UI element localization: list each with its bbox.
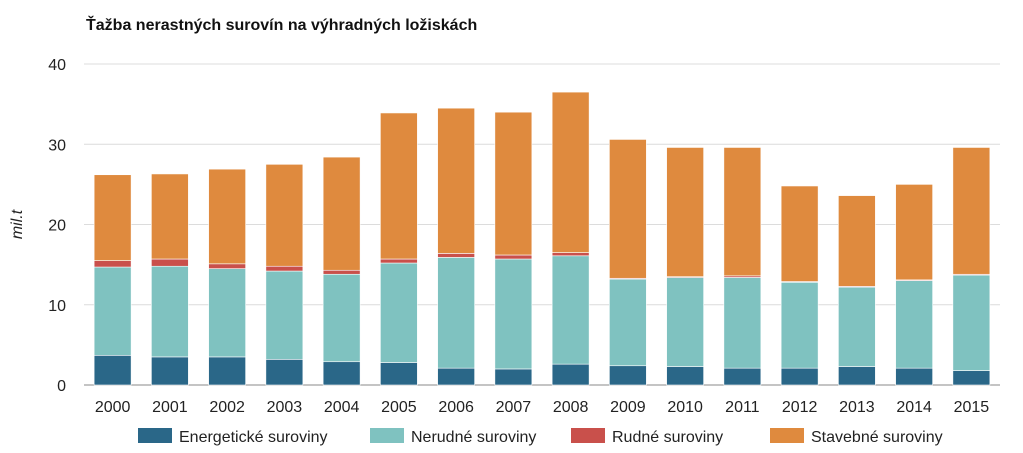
bar-segment bbox=[265, 164, 304, 267]
x-tick-label: 2007 bbox=[496, 399, 532, 416]
bars bbox=[93, 91, 991, 386]
bar-segment bbox=[380, 262, 418, 363]
y-tick-label: 0 bbox=[57, 378, 66, 395]
bar-segment bbox=[208, 263, 246, 269]
x-tick-label: 2003 bbox=[267, 399, 303, 416]
bar-segment bbox=[380, 112, 418, 260]
bar-segment bbox=[151, 265, 189, 358]
bar-segment bbox=[723, 277, 762, 369]
bar-segment bbox=[838, 286, 876, 367]
bar-segment bbox=[437, 107, 475, 254]
bar-segment bbox=[93, 174, 132, 261]
x-tick-label: 2008 bbox=[553, 399, 589, 416]
bar-segment bbox=[551, 363, 590, 386]
bar-segment bbox=[208, 356, 246, 386]
bar-segment bbox=[723, 367, 762, 386]
bar-segment bbox=[952, 370, 991, 386]
bar-segment bbox=[437, 257, 475, 369]
bar-segment bbox=[609, 365, 647, 386]
bar-segment bbox=[265, 265, 304, 272]
x-tick-label: 2000 bbox=[95, 399, 131, 416]
bar-segment bbox=[838, 195, 876, 287]
x-tick-label: 2015 bbox=[954, 399, 990, 416]
x-tick-label: 2014 bbox=[896, 399, 932, 416]
bar-segment bbox=[666, 366, 704, 386]
legend-swatch bbox=[370, 428, 404, 443]
bar-segment bbox=[551, 255, 590, 365]
x-tick-label: 2006 bbox=[438, 399, 474, 416]
legend-swatch bbox=[770, 428, 804, 443]
bar-segment bbox=[208, 268, 246, 358]
bar-segment bbox=[494, 111, 533, 256]
bar-segment bbox=[723, 147, 762, 277]
bar-segment bbox=[93, 260, 132, 268]
legend-swatch bbox=[138, 428, 172, 443]
bar-segment bbox=[780, 281, 819, 369]
bar-segment bbox=[952, 274, 991, 371]
bar-segment bbox=[151, 258, 189, 267]
bar-segment bbox=[437, 367, 475, 386]
bar-segment bbox=[151, 173, 189, 260]
chart-title: Ťažba nerastných surovín na výhradných l… bbox=[86, 17, 478, 34]
x-tick-label: 2004 bbox=[324, 399, 360, 416]
bar-segment bbox=[895, 280, 933, 369]
bar-segment bbox=[93, 266, 132, 356]
bar-segment bbox=[151, 356, 189, 386]
bar-segment bbox=[780, 367, 819, 386]
x-tick-label: 2011 bbox=[725, 399, 760, 416]
bar-segment bbox=[666, 277, 704, 367]
bar-segment bbox=[265, 270, 304, 360]
bar-segment bbox=[551, 252, 590, 257]
bar-segment bbox=[494, 368, 533, 386]
bar-segment bbox=[666, 147, 704, 277]
bar-segment bbox=[895, 367, 933, 386]
bar-segment bbox=[609, 139, 647, 279]
bar-segment bbox=[380, 258, 418, 264]
bar-segment bbox=[93, 355, 132, 386]
x-tick-label: 2009 bbox=[610, 399, 646, 416]
y-tick-label: 30 bbox=[48, 137, 66, 154]
y-tick-label: 40 bbox=[48, 57, 66, 74]
x-tick-label: 2013 bbox=[839, 399, 875, 416]
legend-label: Nerudné suroviny bbox=[411, 429, 536, 446]
bar-segment bbox=[838, 366, 876, 386]
bar-segment bbox=[494, 254, 533, 260]
bar-segment bbox=[322, 273, 361, 363]
y-tick-label: 10 bbox=[48, 298, 66, 315]
bar-segment bbox=[437, 253, 475, 258]
legend-label: Energetické suroviny bbox=[179, 429, 328, 446]
legend-swatch bbox=[571, 428, 605, 443]
x-tick-label: 2005 bbox=[381, 399, 417, 416]
bar-segment bbox=[609, 278, 647, 367]
legend-label: Rudné suroviny bbox=[612, 429, 723, 446]
bar-segment bbox=[895, 184, 933, 281]
legend: Energetické suroviny Nerudné suroviny Rudn… bbox=[138, 428, 943, 446]
bar-segment bbox=[265, 359, 304, 386]
bar-segment bbox=[780, 185, 819, 282]
bar-segment bbox=[322, 361, 361, 386]
x-tick-label: 2002 bbox=[209, 399, 245, 416]
bar-segment bbox=[494, 258, 533, 370]
x-tick-label: 2010 bbox=[667, 399, 703, 416]
bar-segment bbox=[322, 156, 361, 271]
x-axis: 2000 2001 2002 2003 2004 2005 2006 2007 2008 2009… bbox=[95, 399, 989, 416]
bar-segment bbox=[551, 91, 590, 253]
bar-segment bbox=[380, 362, 418, 386]
x-tick-label: 2001 bbox=[152, 399, 188, 416]
x-tick-label: 2012 bbox=[782, 399, 818, 416]
bar-segment bbox=[322, 269, 361, 275]
bar-segment bbox=[952, 147, 991, 275]
bar-segment bbox=[208, 168, 246, 265]
legend-label: Stavebné suroviny bbox=[811, 429, 943, 446]
y-tick-label: 20 bbox=[48, 218, 66, 235]
y-axis-label: mil.t bbox=[9, 209, 26, 239]
y-axis: 0 10 20 30 40 bbox=[48, 57, 66, 395]
